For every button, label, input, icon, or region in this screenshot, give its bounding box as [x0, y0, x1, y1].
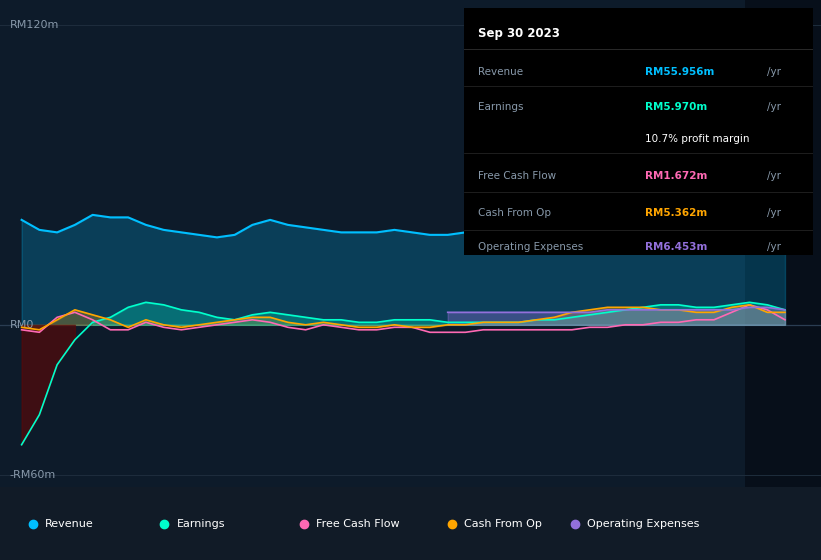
Text: RM6.453m: RM6.453m: [645, 242, 708, 253]
Text: /yr: /yr: [768, 102, 782, 112]
Text: Free Cash Flow: Free Cash Flow: [316, 519, 400, 529]
Bar: [745, 0, 821, 487]
Text: RM5.970m: RM5.970m: [645, 102, 708, 112]
Text: Cash From Op: Cash From Op: [478, 208, 551, 218]
Text: Revenue: Revenue: [478, 67, 523, 77]
Text: 10.7% profit margin: 10.7% profit margin: [645, 134, 750, 144]
Text: Cash From Op: Cash From Op: [464, 519, 542, 529]
Text: RM1.672m: RM1.672m: [645, 171, 708, 181]
Text: Operating Expenses: Operating Expenses: [478, 242, 583, 253]
Text: Earnings: Earnings: [478, 102, 523, 112]
Text: RM55.956m: RM55.956m: [645, 67, 715, 77]
Text: Earnings: Earnings: [177, 519, 225, 529]
Text: RM120m: RM120m: [10, 20, 59, 30]
Text: /yr: /yr: [768, 67, 782, 77]
Text: /yr: /yr: [768, 171, 782, 181]
Text: Sep 30 2023: Sep 30 2023: [478, 26, 560, 40]
Text: Revenue: Revenue: [45, 519, 94, 529]
Text: Free Cash Flow: Free Cash Flow: [478, 171, 556, 181]
Text: -RM60m: -RM60m: [10, 470, 56, 480]
Text: /yr: /yr: [768, 242, 782, 253]
Text: /yr: /yr: [768, 208, 782, 218]
Text: RM0: RM0: [10, 320, 34, 330]
Text: RM5.362m: RM5.362m: [645, 208, 708, 218]
Text: Operating Expenses: Operating Expenses: [587, 519, 699, 529]
